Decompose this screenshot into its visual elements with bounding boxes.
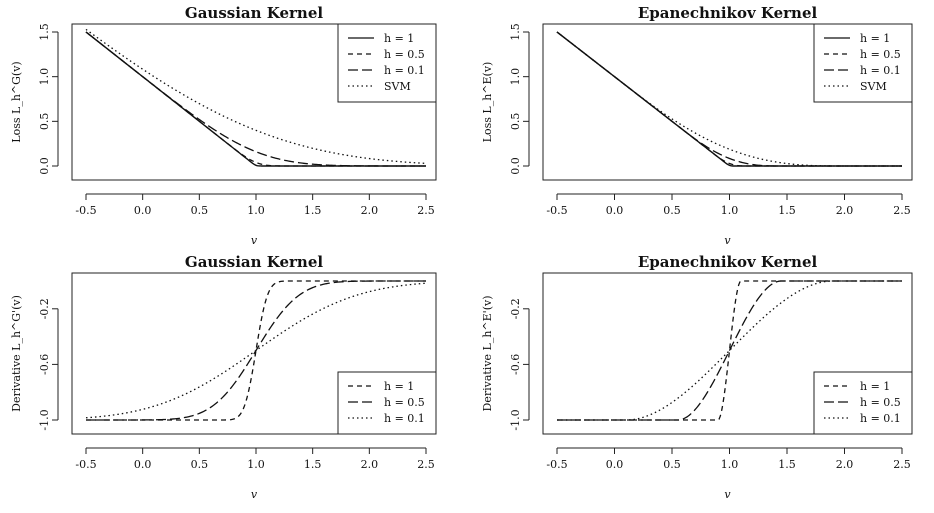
y-tick-label: 0.5 — [38, 113, 51, 131]
x-tick-label: 2.5 — [893, 204, 911, 217]
x-axis-label: v — [251, 234, 258, 247]
legend-label: h = 0.1 — [860, 412, 901, 425]
x-tick-label: 0.5 — [663, 458, 681, 471]
legend: h = 1 h = 0.5 h = 0.1 — [813, 371, 913, 435]
x-tick-label: 2.0 — [836, 204, 854, 217]
y-tick-label: 0.5 — [509, 113, 522, 131]
x-tick-label: 0.0 — [134, 204, 152, 217]
series-line-2 — [85, 31, 426, 167]
plot-frame — [542, 272, 913, 435]
y-axis-label: Derivative L_h^G'(v) — [10, 295, 23, 412]
x-tick-label: -0.5 — [546, 458, 567, 471]
legend-label: SVM — [860, 80, 887, 93]
x-tick-label: 1.5 — [304, 204, 322, 217]
legend-label: SVM — [384, 80, 411, 93]
x-tick-label: 1.0 — [721, 458, 739, 471]
legend-label: h = 1 — [384, 32, 414, 45]
y-tick-label: 1.0 — [38, 68, 51, 86]
x-tick-label: 1.5 — [304, 458, 322, 471]
y-tick-label: -0.2 — [38, 298, 51, 319]
legend-label: h = 0.5 — [384, 396, 425, 409]
chart-panel-3: Epanechnikov Kernel -0.5 0.0 0.5 1.0 1.5 2.0 2.… — [481, 253, 913, 501]
legend: h = 1 h = 0.5 h = 0.1 SVM — [337, 23, 437, 103]
legend-label: h = 0.5 — [860, 48, 901, 61]
x-tick-label: -0.5 — [546, 204, 567, 217]
y-tick-label: -0.6 — [509, 354, 522, 375]
x-tick-label: 2.0 — [361, 204, 379, 217]
x-tick-label: 0.5 — [663, 204, 681, 217]
x-tick-label: 2.5 — [417, 204, 435, 217]
legend-box — [337, 371, 437, 435]
chart-title: Epanechnikov Kernel — [638, 253, 818, 271]
legend-label: h = 0.1 — [860, 64, 901, 77]
y-tick-label: -1.0 — [509, 409, 522, 430]
x-tick-label: 0.0 — [134, 458, 152, 471]
x-axis-label: v — [724, 488, 731, 501]
chart-title: Gaussian Kernel — [185, 253, 323, 271]
x-tick-label: 2.0 — [836, 458, 854, 471]
x-tick-label: 1.0 — [247, 204, 265, 217]
legend-box — [813, 371, 913, 435]
legend-label: h = 0.5 — [860, 396, 901, 409]
y-tick-label: 0.0 — [509, 157, 522, 175]
legend: h = 1 h = 0.5 h = 0.1 SVM — [813, 23, 913, 103]
legend-label: h = 1 — [860, 32, 890, 45]
chart-panel-1: Epanechnikov Kernel -0.5 0.0 0.5 1.0 1.5 2.0 2.… — [481, 4, 913, 247]
y-tick-label: 1.5 — [509, 23, 522, 41]
legend-label: h = 1 — [384, 380, 414, 393]
y-axis-label: Loss L_h^G(v) — [10, 61, 23, 142]
x-axis-label: v — [724, 234, 731, 247]
legend: h = 1 h = 0.5 h = 0.1 — [337, 371, 437, 435]
chart-title: Gaussian Kernel — [185, 4, 323, 22]
legend-label: h = 0.5 — [384, 48, 425, 61]
legend-label: h = 0.1 — [384, 64, 425, 77]
y-tick-label: 0.0 — [38, 157, 51, 175]
legend-box — [337, 23, 437, 103]
legend-box — [813, 23, 913, 103]
x-tick-label: 0.5 — [191, 458, 209, 471]
y-tick-label: -0.2 — [509, 298, 522, 319]
x-tick-label: 2.5 — [893, 458, 911, 471]
x-tick-label: 1.0 — [247, 458, 265, 471]
series-line-2 — [85, 282, 427, 419]
series-line-1 — [557, 280, 902, 421]
chart-title: Epanechnikov Kernel — [638, 4, 818, 22]
x-tick-label: 1.5 — [778, 458, 796, 471]
x-tick-label: 1.0 — [721, 204, 739, 217]
chart-panel-2: Gaussian Kernel -0.5 0.0 0.5 1.0 1.5 2.0 2.5 v -1… — [10, 253, 437, 501]
x-tick-label: -0.5 — [75, 458, 96, 471]
y-tick-label: -1.0 — [38, 409, 51, 430]
y-axis-label: Derivative L_h^E'(v) — [481, 296, 494, 412]
x-tick-label: 0.0 — [606, 458, 624, 471]
x-tick-label: 0.5 — [191, 204, 209, 217]
x-tick-label: 2.0 — [361, 458, 379, 471]
series-line-3 — [85, 28, 427, 165]
x-tick-label: 0.0 — [606, 204, 624, 217]
legend-label: h = 1 — [860, 380, 890, 393]
x-tick-label: 2.5 — [417, 458, 435, 471]
x-tick-label: 1.5 — [778, 204, 796, 217]
y-tick-label: 1.0 — [509, 68, 522, 86]
y-axis-label: Loss L_h^E(v) — [481, 62, 494, 143]
legend-label: h = 0.1 — [384, 412, 425, 425]
plot-frame — [71, 272, 437, 435]
series-line-3 — [556, 31, 902, 167]
y-tick-label: -0.6 — [38, 354, 51, 375]
chart-panel-0: Gaussian Kernel -0.5 0.0 0.5 1.0 1.5 2.0 2.5 v 0.… — [10, 4, 437, 247]
y-tick-label: 1.5 — [38, 23, 51, 41]
x-axis-label: v — [251, 488, 258, 501]
x-tick-label: -0.5 — [75, 204, 96, 217]
